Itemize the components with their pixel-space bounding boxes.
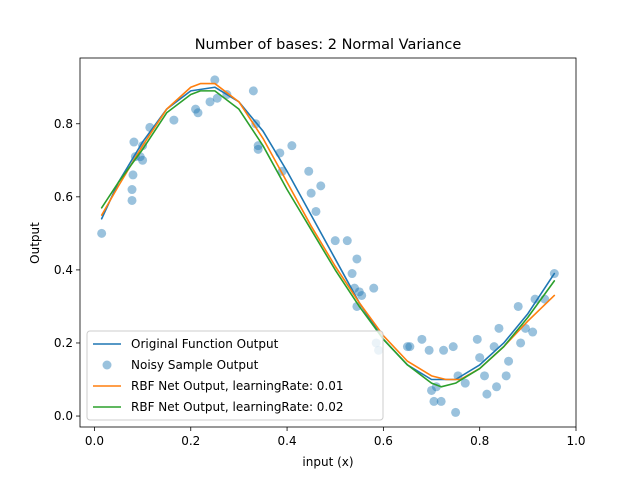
scatter-point xyxy=(193,108,203,118)
scatter-point xyxy=(504,356,514,366)
legend-label-noisy: Noisy Sample Output xyxy=(131,358,259,372)
y-tick-label: 0.8 xyxy=(54,117,73,131)
series-line-3 xyxy=(100,90,556,388)
scatter-point xyxy=(138,155,148,165)
scatter-point xyxy=(451,407,461,417)
scatter-point xyxy=(129,137,139,147)
scatter-point xyxy=(453,371,463,381)
y-tick-label: 0.6 xyxy=(54,190,73,204)
scatter-point xyxy=(191,104,201,114)
scatter-point xyxy=(369,283,379,293)
scatter-point xyxy=(492,382,502,392)
scatter-point xyxy=(304,166,314,176)
scatter-point xyxy=(97,228,107,238)
scatter-point xyxy=(513,301,523,311)
scatter-point xyxy=(405,342,415,352)
scatter-point xyxy=(354,287,364,297)
scatter-point xyxy=(516,338,526,348)
scatter-point xyxy=(127,195,137,205)
scatter-point xyxy=(530,294,540,304)
scatter-point xyxy=(210,75,220,85)
scatter-point xyxy=(311,206,321,216)
legend-swatch-noisy xyxy=(102,360,112,370)
scatter-point xyxy=(306,188,316,198)
scatter-point xyxy=(352,301,362,311)
scatter-point xyxy=(472,334,482,344)
x-tick-label: 0.4 xyxy=(278,434,297,448)
scatter-point xyxy=(205,97,215,107)
x-axis-ticks: 0.0 0.2 0.4 0.6 0.8 1.0 xyxy=(85,427,586,448)
legend: Original Function Output Noisy Sample Ou… xyxy=(86,330,384,421)
y-tick-label: 0.2 xyxy=(54,336,73,350)
x-tick-label: 0.8 xyxy=(470,434,489,448)
scatter-point xyxy=(357,290,367,300)
scatter-point xyxy=(427,385,437,395)
scatter-point xyxy=(482,389,492,399)
scatter-point xyxy=(448,342,458,352)
scatter-point xyxy=(253,144,263,154)
scatter-point xyxy=(528,327,538,337)
scatter-point xyxy=(212,93,222,103)
scatter-point xyxy=(417,334,427,344)
legend-frame xyxy=(86,330,384,421)
legend-label-original: Original Function Output xyxy=(131,337,279,351)
chart-title: Number of bases: 2 Normal Variance xyxy=(195,37,462,53)
y-axis-label: Output xyxy=(28,222,42,264)
scatter-point xyxy=(424,345,434,355)
scatter-point xyxy=(128,170,138,180)
x-axis-label: input (x) xyxy=(302,455,353,469)
scatter-point xyxy=(429,396,439,406)
scatter-point xyxy=(352,254,362,264)
scatter-point xyxy=(287,141,297,151)
scatter-point xyxy=(342,236,352,246)
x-tick-label: 1.0 xyxy=(566,434,585,448)
scatter-point xyxy=(436,396,446,406)
scatter-point xyxy=(494,323,504,333)
scatter-point xyxy=(330,236,340,246)
scatter-point xyxy=(475,353,485,363)
plot-area-frame xyxy=(79,57,577,428)
legend-label-lr002: RBF Net Output, learningRate: 0.02 xyxy=(131,400,344,414)
scatter-point xyxy=(480,371,489,381)
scatter-point xyxy=(460,378,470,388)
scatter-point xyxy=(169,115,179,125)
scatter-point xyxy=(127,185,137,195)
y-axis-ticks: 0.0 0.2 0.4 0.6 0.8 xyxy=(54,117,80,423)
scatter-point xyxy=(248,86,258,96)
legend-label-lr001: RBF Net Output, learningRate: 0.01 xyxy=(131,379,344,393)
scatter-point xyxy=(253,141,263,151)
scatter-point xyxy=(501,371,511,381)
scatter-point xyxy=(439,345,449,355)
y-tick-label: 0.4 xyxy=(54,263,73,277)
series-layer xyxy=(97,75,559,417)
scatter-point xyxy=(316,181,326,191)
scatter-point xyxy=(402,342,412,352)
x-tick-label: 0.0 xyxy=(85,434,104,448)
x-tick-label: 0.2 xyxy=(181,434,200,448)
x-tick-label: 0.6 xyxy=(374,434,393,448)
scatter-point xyxy=(347,269,357,279)
y-tick-label: 0.0 xyxy=(54,409,73,423)
